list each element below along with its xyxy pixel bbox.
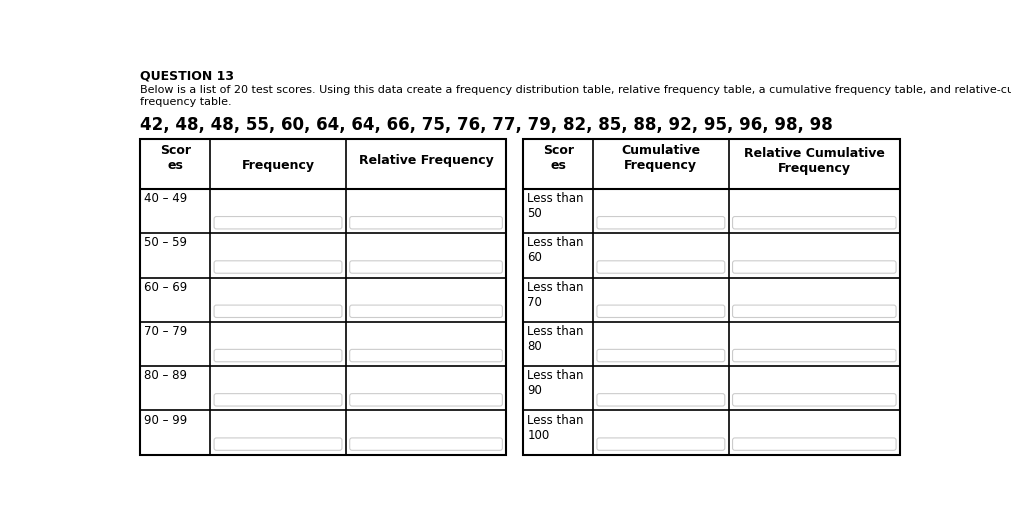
Text: Scor
es: Scor es: [160, 144, 191, 172]
Text: Less than
70: Less than 70: [527, 281, 583, 309]
Text: Cumulative
Frequency: Cumulative Frequency: [621, 144, 700, 172]
Text: 90 – 99: 90 – 99: [145, 414, 187, 427]
Text: 70 – 79: 70 – 79: [145, 325, 187, 338]
Text: Less than
90: Less than 90: [527, 369, 583, 397]
Text: Scor
es: Scor es: [542, 144, 573, 172]
Text: Less than
100: Less than 100: [527, 414, 583, 442]
Text: Relative Cumulative
Frequency: Relative Cumulative Frequency: [743, 147, 884, 175]
Text: 40 – 49: 40 – 49: [145, 192, 187, 205]
Text: Less than
60: Less than 60: [527, 236, 583, 264]
Text: Less than
80: Less than 80: [527, 325, 583, 353]
Text: Frequency: Frequency: [242, 159, 314, 172]
Text: Less than
50: Less than 50: [527, 192, 583, 220]
Bar: [141, 139, 506, 455]
Text: 42, 48, 48, 55, 60, 64, 64, 66, 75, 76, 77, 79, 82, 85, 88, 92, 95, 96, 98, 98: 42, 48, 48, 55, 60, 64, 64, 66, 75, 76, …: [141, 116, 832, 134]
Bar: [523, 139, 899, 455]
Text: Below is a list of 20 test scores. Using this data create a frequency distributi: Below is a list of 20 test scores. Using…: [141, 85, 1011, 107]
Text: 80 – 89: 80 – 89: [145, 369, 187, 382]
Text: 50 – 59: 50 – 59: [145, 236, 187, 249]
Text: 60 – 69: 60 – 69: [145, 281, 187, 294]
Text: Relative Frequency: Relative Frequency: [358, 155, 493, 168]
Text: QUESTION 13: QUESTION 13: [141, 70, 235, 83]
